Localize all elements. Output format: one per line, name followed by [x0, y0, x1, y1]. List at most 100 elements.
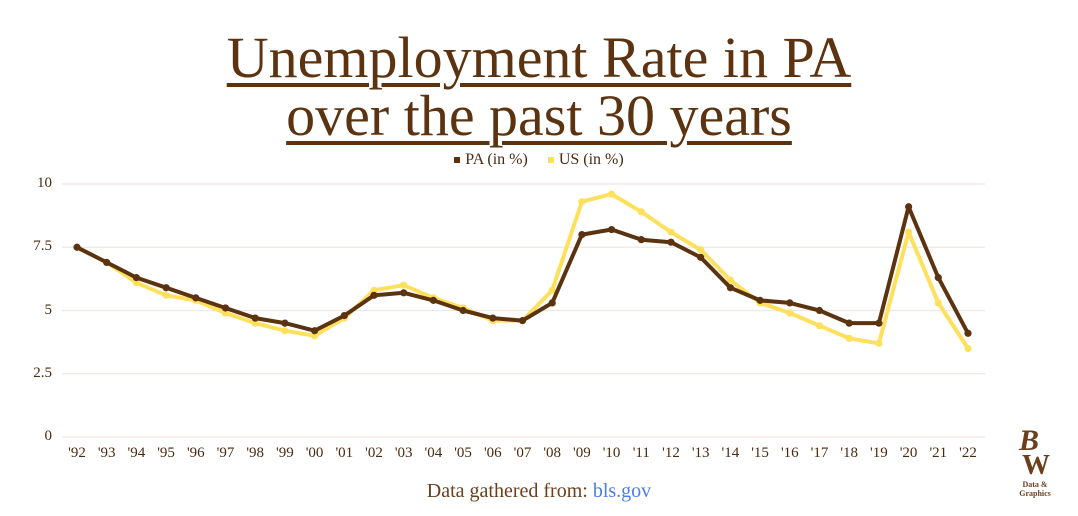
data-point	[637, 208, 645, 216]
data-point	[786, 309, 794, 317]
data-point	[103, 258, 111, 267]
logo-letter-b: B	[1018, 424, 1039, 457]
data-point	[608, 190, 616, 198]
data-point	[726, 284, 735, 292]
logo-letter-w: W	[1022, 450, 1050, 481]
chart-title-line2: over the past 30 years	[286, 83, 792, 148]
data-point	[370, 291, 378, 299]
x-tick-label: '95	[157, 445, 175, 461]
data-point	[726, 276, 735, 284]
y-tick-label: 0	[44, 428, 53, 444]
data-point	[756, 296, 764, 304]
data-point	[489, 314, 497, 322]
source-prefix: Data gathered from:	[426, 480, 593, 502]
data-point	[132, 274, 140, 282]
data-point	[697, 253, 705, 261]
source-link[interactable]: bls.gov	[592, 480, 652, 502]
data-point	[281, 327, 289, 335]
data-point	[192, 294, 200, 302]
x-tick-label: '18	[840, 445, 859, 461]
x-tick-label: '15	[751, 445, 769, 461]
data-point	[251, 314, 259, 322]
data-point	[578, 198, 586, 206]
legend-item-us: US (in %)	[547, 151, 624, 168]
legend: PA (in %) US (in %)	[0, 151, 1078, 169]
data-point	[786, 299, 794, 307]
data-point	[548, 286, 556, 294]
legend-swatch-us	[547, 157, 554, 164]
x-tick-label: '06	[483, 445, 502, 461]
x-tick-label: '05	[454, 445, 472, 461]
x-tick-label: '04	[424, 445, 443, 461]
data-point	[934, 299, 942, 307]
data-point	[251, 319, 259, 327]
data-point	[370, 286, 378, 294]
data-point	[578, 231, 586, 239]
data-point	[608, 225, 616, 234]
source-note: Data gathered from: bls.gov	[0, 480, 1078, 503]
data-point	[162, 291, 170, 299]
data-point	[548, 299, 556, 307]
logo-subtitle: Data & Graphics	[1019, 480, 1051, 498]
x-tick-label: '21	[929, 445, 948, 461]
data-point	[875, 339, 883, 347]
data-point	[667, 228, 675, 236]
data-point	[132, 279, 140, 287]
data-point	[340, 311, 348, 320]
legend-label-pa: PA (in %)	[465, 151, 528, 168]
data-point	[162, 284, 170, 292]
x-tick-label: '98	[246, 445, 265, 461]
y-tick-label: 5	[44, 301, 53, 318]
data-point	[637, 236, 645, 244]
series-line-us	[76, 192, 970, 350]
series-line-pa	[76, 204, 970, 335]
x-tick-label: '16	[780, 445, 799, 461]
x-tick-label: '99	[276, 445, 294, 461]
x-tick-label: '96	[186, 445, 205, 461]
data-point	[905, 228, 913, 236]
data-point	[964, 329, 972, 337]
x-tick-label: '22	[959, 445, 977, 461]
data-point	[845, 319, 853, 327]
x-tick-label: '02	[365, 445, 383, 461]
x-tick-label: '03	[394, 445, 413, 461]
chart-title-line1: Unemployment Rate in PA	[226, 25, 852, 90]
legend-item-pa: PA (in %)	[454, 151, 528, 168]
data-point	[281, 319, 289, 327]
data-point	[311, 327, 319, 335]
y-tick-label: 2.5	[33, 364, 52, 381]
data-point	[815, 306, 824, 315]
x-tick-label: '08	[543, 445, 562, 461]
data-point	[311, 332, 319, 340]
x-tick-label: '13	[691, 445, 710, 461]
data-point	[221, 309, 230, 317]
x-tick-label: '93	[97, 445, 116, 461]
data-point	[667, 238, 675, 246]
x-tick-label: '94	[127, 445, 146, 461]
x-tick-label: '01	[335, 445, 354, 461]
legend-swatch-pa	[454, 157, 461, 164]
x-tick-label: '17	[810, 445, 829, 461]
x-tick-label: '09	[573, 445, 591, 461]
data-point	[429, 296, 437, 304]
x-tick-label: '11	[632, 445, 650, 461]
data-point	[459, 306, 467, 315]
y-tick-label: 10	[37, 175, 52, 191]
data-point	[518, 317, 527, 325]
data-point	[905, 203, 913, 211]
x-tick-label: '07	[513, 445, 532, 461]
data-point	[400, 289, 408, 297]
x-tick-label: '14	[721, 445, 740, 461]
legend-label-us: US (in %)	[558, 151, 624, 168]
x-tick-label: '20	[899, 445, 918, 461]
x-tick-label: '97	[216, 445, 235, 461]
data-point	[875, 319, 883, 327]
data-point	[964, 344, 972, 353]
y-tick-label: 7.5	[33, 238, 52, 255]
data-point	[400, 281, 408, 289]
x-tick-label: '12	[662, 445, 680, 461]
x-tick-label: '00	[305, 445, 324, 461]
data-point	[845, 334, 853, 342]
data-point	[73, 243, 81, 251]
